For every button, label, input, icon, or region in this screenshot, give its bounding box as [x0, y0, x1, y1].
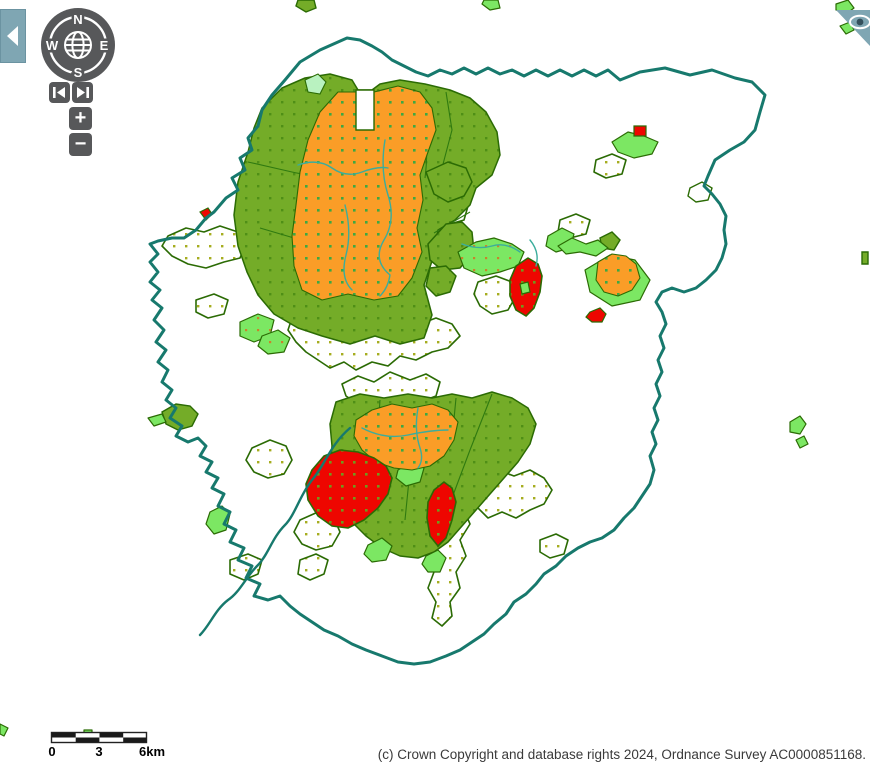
skip-previous-icon: [53, 87, 65, 98]
overview-map-toggle[interactable]: [830, 0, 870, 48]
scale-bar: 0 3 6km: [44, 728, 184, 764]
scale-bar-graphic: [50, 731, 148, 744]
scale-tick-mid: 3: [95, 744, 103, 759]
compass-east-label: E: [100, 38, 109, 53]
skip-next-icon: [77, 87, 89, 98]
map-orange-areas: [291, 85, 641, 471]
collapse-panel-button[interactable]: [0, 9, 26, 63]
scale-tick-start: 0: [48, 744, 56, 759]
scale-tick-end: 6km: [138, 744, 166, 759]
map-red-areas: [199, 125, 647, 547]
copyright-attribution: (c) Crown Copyright and database rights …: [377, 747, 866, 762]
map-park-boundary: [148, 36, 767, 666]
previous-extent-button[interactable]: [49, 82, 70, 103]
eye-icon: [849, 14, 870, 30]
compass-west-label: W: [46, 38, 59, 53]
next-extent-button[interactable]: [72, 82, 93, 103]
compass-north-label: N: [73, 12, 82, 27]
collapse-left-triangle-icon: [7, 26, 18, 46]
zoom-out-button[interactable]: −: [69, 133, 92, 156]
compass-south-label: S: [74, 65, 83, 80]
globe-icon: [64, 31, 92, 59]
zoom-in-button[interactable]: +: [69, 107, 92, 130]
compass-rose[interactable]: N E S W: [40, 7, 116, 83]
map-streams: [198, 139, 538, 637]
map-green-areas: [0, 0, 869, 738]
